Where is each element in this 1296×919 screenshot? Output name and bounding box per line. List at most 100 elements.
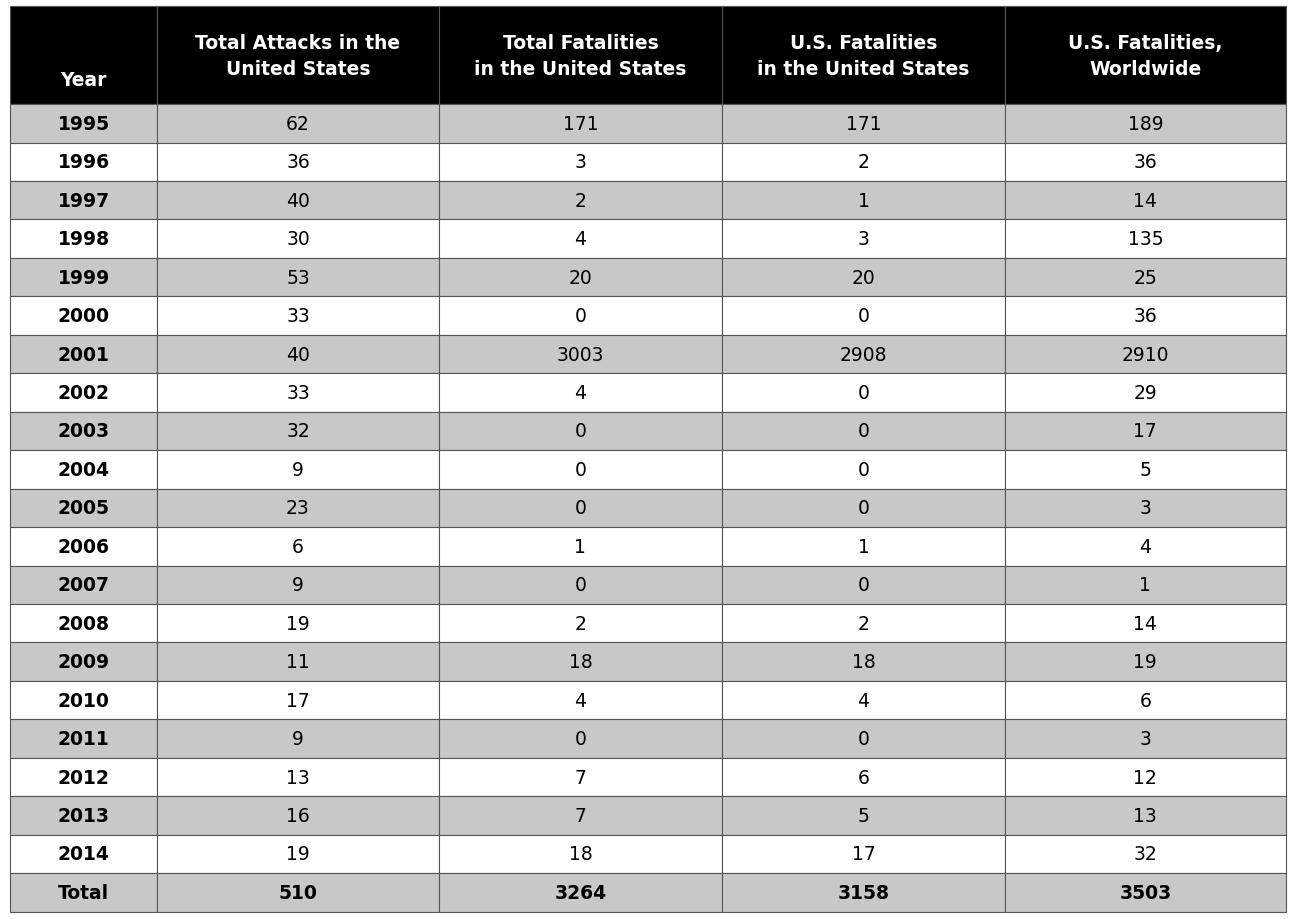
Text: 2908: 2908	[840, 346, 888, 364]
Text: 1: 1	[1139, 575, 1151, 595]
Text: 2013: 2013	[58, 806, 110, 825]
Text: 0: 0	[858, 730, 870, 748]
Bar	[439, 873, 722, 912]
Bar	[157, 335, 439, 374]
Text: 1997: 1997	[57, 191, 110, 210]
Text: U.S. Fatalities: U.S. Fatalities	[789, 34, 937, 52]
Bar	[10, 489, 157, 528]
Bar	[439, 335, 722, 374]
Bar	[10, 258, 157, 297]
Bar	[439, 642, 722, 681]
Text: 0: 0	[858, 460, 870, 480]
Text: in the United States: in the United States	[757, 60, 969, 78]
Text: 18: 18	[569, 652, 592, 672]
Text: 2010: 2010	[58, 691, 110, 709]
Text: 33: 33	[286, 307, 310, 325]
Bar	[722, 143, 1006, 182]
Bar	[439, 797, 722, 834]
Bar	[157, 642, 439, 681]
Bar	[1006, 335, 1286, 374]
Bar	[10, 7, 157, 105]
Bar	[157, 758, 439, 797]
Bar	[157, 797, 439, 834]
Text: 4: 4	[1139, 538, 1151, 556]
Bar	[1006, 258, 1286, 297]
Text: 3: 3	[574, 153, 586, 172]
Text: 0: 0	[858, 499, 870, 517]
Bar	[722, 297, 1006, 335]
Text: 14: 14	[1134, 191, 1157, 210]
Text: 19: 19	[286, 614, 310, 633]
Text: 62: 62	[286, 115, 310, 133]
Text: 6: 6	[292, 538, 303, 556]
Text: Total Attacks in the: Total Attacks in the	[196, 34, 400, 52]
Text: 17: 17	[851, 845, 875, 864]
Text: in the United States: in the United States	[474, 60, 687, 78]
Text: 2: 2	[574, 614, 586, 633]
Text: 18: 18	[851, 652, 875, 672]
Bar	[10, 642, 157, 681]
Text: 0: 0	[858, 307, 870, 325]
Text: 2002: 2002	[58, 383, 110, 403]
Bar	[157, 873, 439, 912]
Bar	[722, 797, 1006, 834]
Text: 3: 3	[1139, 730, 1151, 748]
Bar	[10, 758, 157, 797]
Text: 2910: 2910	[1121, 346, 1169, 364]
Text: 12: 12	[1134, 767, 1157, 787]
Text: 2: 2	[858, 153, 870, 172]
Text: 4: 4	[574, 691, 586, 709]
Text: 2008: 2008	[58, 614, 110, 633]
Bar	[1006, 642, 1286, 681]
Bar	[722, 489, 1006, 528]
Bar	[439, 489, 722, 528]
Bar	[157, 297, 439, 335]
Text: 4: 4	[574, 230, 586, 249]
Text: 16: 16	[286, 806, 310, 825]
Bar	[157, 605, 439, 642]
Bar	[10, 221, 157, 258]
Bar	[10, 143, 157, 182]
Text: 2000: 2000	[58, 307, 110, 325]
Text: 11: 11	[286, 652, 310, 672]
Text: 14: 14	[1134, 614, 1157, 633]
Text: 171: 171	[846, 115, 881, 133]
Text: 36: 36	[286, 153, 310, 172]
Bar	[157, 413, 439, 450]
Text: 9: 9	[292, 460, 303, 480]
Text: 23: 23	[286, 499, 310, 517]
Bar	[439, 413, 722, 450]
Bar	[10, 182, 157, 221]
Text: 17: 17	[286, 691, 310, 709]
Bar	[439, 297, 722, 335]
Text: 189: 189	[1128, 115, 1164, 133]
Text: 2001: 2001	[58, 346, 110, 364]
Bar	[1006, 873, 1286, 912]
Bar	[1006, 681, 1286, 720]
Text: 1: 1	[574, 538, 586, 556]
Bar	[10, 873, 157, 912]
Bar	[1006, 297, 1286, 335]
Bar	[722, 182, 1006, 221]
Text: 32: 32	[286, 422, 310, 441]
Text: 32: 32	[1134, 845, 1157, 864]
Text: 1995: 1995	[57, 115, 110, 133]
Bar	[10, 720, 157, 758]
Text: 0: 0	[574, 499, 586, 517]
Bar	[10, 413, 157, 450]
Text: 0: 0	[858, 422, 870, 441]
Text: 3: 3	[1139, 499, 1151, 517]
Text: 25: 25	[1134, 268, 1157, 288]
Bar	[10, 297, 157, 335]
Text: 6: 6	[858, 767, 870, 787]
Bar	[439, 566, 722, 605]
Text: 2: 2	[574, 191, 586, 210]
Bar	[1006, 566, 1286, 605]
Bar	[157, 258, 439, 297]
Text: 4: 4	[574, 383, 586, 403]
Text: 19: 19	[286, 845, 310, 864]
Bar	[1006, 605, 1286, 642]
Bar	[722, 873, 1006, 912]
Bar	[722, 681, 1006, 720]
Text: 2009: 2009	[57, 652, 110, 672]
